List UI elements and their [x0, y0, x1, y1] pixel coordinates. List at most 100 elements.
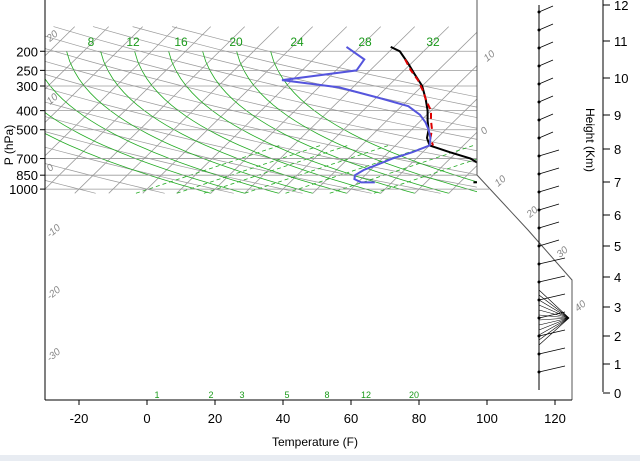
- series-line-1: [404, 58, 434, 146]
- mixing-ratio-label: 24: [290, 35, 304, 49]
- mixing-ratio-label: 32: [426, 35, 440, 49]
- moist-adiabat: [45, 78, 279, 194]
- wind-barb-dot: [537, 64, 541, 68]
- adiabat-label-right: 0: [479, 125, 491, 137]
- wind-barb: [538, 365, 566, 373]
- moist-adiabat-lines: [45, 51, 477, 194]
- isotherm-line: [312, 31, 477, 194]
- mixing-ratio-label: 16: [174, 35, 188, 49]
- wind-barb-dot: [537, 46, 541, 50]
- wind-barb: [538, 23, 554, 31]
- moist-adiabat: [168, 51, 415, 194]
- adiabat-label-right: 30: [555, 244, 571, 260]
- temperature-tick-label: 40: [276, 411, 290, 426]
- mixing-ratio-line: [203, 144, 349, 194]
- height-tick-label: 3: [614, 300, 621, 315]
- moist-adiabat: [45, 112, 245, 194]
- mixing-ratio-bottom-label: 8: [324, 390, 329, 400]
- wind-barb-fan: [538, 317, 570, 326]
- height-tick-label: 11: [614, 34, 628, 49]
- mixing-ratio-bottom-label: 2: [208, 390, 213, 400]
- pressure-tick-label: 850: [16, 168, 38, 183]
- height-tick-label: 10: [614, 71, 628, 86]
- wind-barb: [538, 239, 560, 247]
- wind-barb-fan: [538, 309, 570, 319]
- series-line-0: [390, 45, 477, 184]
- panel-edge: [476, 0, 573, 400]
- temperature-tick-label: -20: [70, 411, 89, 426]
- temperature-tick-label: 120: [544, 411, 566, 426]
- wind-barb-fan: [538, 294, 570, 319]
- wind-barb: [538, 185, 560, 193]
- dry-adiabat: [45, 131, 303, 194]
- temperature-tick-label: 100: [476, 411, 498, 426]
- taskbar-strip: [0, 455, 640, 461]
- wind-barb: [538, 257, 566, 265]
- height-tick-label: 7: [614, 175, 621, 190]
- height-tick-label: 0: [614, 386, 621, 401]
- wind-barb-dot: [537, 10, 541, 14]
- mixing-ratio-label: 20: [229, 35, 243, 49]
- wind-barb-dot: [537, 280, 541, 284]
- temperature-tick-label: 0: [143, 411, 150, 426]
- wind-barb: [538, 275, 566, 283]
- wind-barb: [538, 149, 560, 157]
- axis-labels: Temperature (F) P (hPa) Height (Km) 2002…: [2, 0, 597, 449]
- isobar-lines: [45, 50, 477, 190]
- isotherm-line: [108, 26, 280, 194]
- mixing-ratio-bottom-label: 5: [284, 390, 289, 400]
- wind-barb: [538, 131, 554, 139]
- mixing-ratio-line: [329, 144, 474, 194]
- temperature-tick-label: 80: [412, 411, 426, 426]
- wind-barb: [538, 5, 554, 13]
- wind-barb-fan: [538, 317, 570, 346]
- pressure-tick-label: 500: [16, 123, 38, 138]
- height-tick-label: 2: [614, 329, 621, 344]
- isotherm-line: [380, 98, 477, 194]
- wind-barb-dot: [537, 316, 541, 320]
- pressure-tick-label: 700: [16, 152, 38, 167]
- wind-barb-dot: [537, 208, 541, 212]
- isotherm-line: [176, 26, 348, 194]
- height-tick-label: 9: [614, 108, 621, 123]
- wind-barb-dot: [537, 172, 541, 176]
- wind-barb-fan: [538, 299, 570, 319]
- moist-adiabat: [236, 51, 477, 193]
- pressure-tick-label: 400: [16, 104, 38, 119]
- dry-adiabat: [45, 101, 441, 194]
- plot-background: [45, 0, 477, 400]
- wind-barb-dot: [537, 154, 541, 158]
- wind-barb-dot: [537, 82, 541, 86]
- wind-barb-dot: [537, 352, 541, 356]
- plot-frame: [45, 0, 477, 400]
- height-axis-label: Height (Km): [583, 108, 597, 172]
- mixing-ratio-label: 12: [126, 35, 140, 49]
- isotherm-line: [45, 26, 144, 123]
- wind-barb-fan: [538, 317, 570, 321]
- y-axis-label: P (hPa): [2, 125, 16, 165]
- wind-barb: [538, 167, 560, 175]
- wind-barb: [538, 59, 554, 67]
- wind-barb-fan: [538, 304, 570, 319]
- mixing-ratio-label: 28: [358, 35, 372, 49]
- dry-adiabat: [45, 163, 165, 194]
- isotherm-line: [278, 26, 450, 194]
- wind-barb-fan: [538, 289, 570, 319]
- wind-barb-dot: [537, 100, 541, 104]
- isotherm-line: [45, 26, 76, 57]
- mixing-ratio-line: [176, 144, 321, 194]
- isotherm-line: [74, 26, 246, 194]
- adiabat-label-right: 40: [573, 298, 589, 314]
- dry-adiabat: [45, 116, 372, 194]
- height-tick-label: 5: [614, 239, 621, 254]
- series-line-2: [281, 46, 432, 184]
- temperature-tick-label: 60: [344, 411, 358, 426]
- adiabat-label-left: 0: [45, 162, 57, 174]
- wind-barb: [538, 203, 560, 211]
- wind-barb-fan: [538, 317, 570, 331]
- height-tick-label: 4: [614, 270, 621, 285]
- x-axis-label: Temperature (F): [272, 435, 358, 449]
- mixing-ratio-bottom-label: 12: [361, 390, 371, 400]
